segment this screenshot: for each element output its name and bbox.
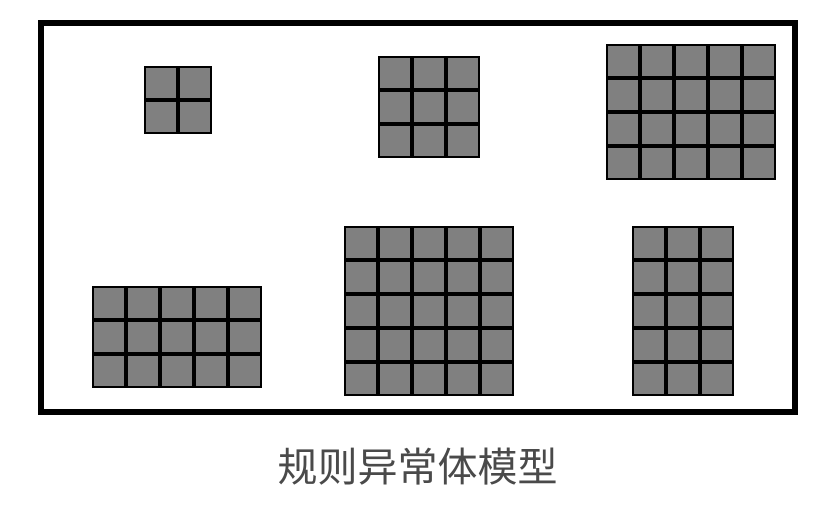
grid-cell [378, 56, 412, 90]
grid-cell [674, 112, 708, 146]
grid-cell [446, 294, 480, 328]
grid-cell [666, 226, 700, 260]
grid-cell [126, 320, 160, 354]
grid-cell [194, 286, 228, 320]
grid-5x3 [92, 286, 262, 388]
grid-cell [666, 328, 700, 362]
grid-cell [378, 362, 412, 396]
diagram-caption: 规则异常体模型 [278, 435, 558, 493]
diagram-frame [38, 20, 798, 415]
grid-cell [412, 56, 446, 90]
grid-cell [700, 226, 734, 260]
grid-cell [632, 294, 666, 328]
grid-2x2 [144, 66, 212, 134]
grid-cell [632, 260, 666, 294]
grid-cell [700, 328, 734, 362]
grid-cell [674, 78, 708, 112]
grid-cell [378, 124, 412, 158]
grid-cell [344, 294, 378, 328]
grid-cell [742, 78, 776, 112]
grid-cell [92, 354, 126, 388]
grid-cell [640, 44, 674, 78]
grid-5x4 [606, 44, 776, 180]
grid-cell [700, 294, 734, 328]
grid-cell [700, 260, 734, 294]
grid-cell [666, 294, 700, 328]
grid-cell [708, 112, 742, 146]
grid-cell [480, 362, 514, 396]
grid-cell [126, 286, 160, 320]
grid-cell [412, 90, 446, 124]
grid-cell [480, 260, 514, 294]
grid-cell [378, 328, 412, 362]
grid-cell [480, 294, 514, 328]
grid-cell [700, 362, 734, 396]
grid-cell [412, 260, 446, 294]
grid-cell [480, 328, 514, 362]
grid-cell [446, 56, 480, 90]
grid-cell [632, 328, 666, 362]
grid-cell [412, 124, 446, 158]
grid-cell [160, 286, 194, 320]
grid-cell [446, 362, 480, 396]
grid-cell [194, 320, 228, 354]
grid-cell [674, 146, 708, 180]
grid-cell [446, 124, 480, 158]
grid-cell [160, 320, 194, 354]
grid-cell [708, 146, 742, 180]
grid-cell [228, 320, 262, 354]
grid-cell [412, 226, 446, 260]
grid-cell [144, 100, 178, 134]
grid-cell [92, 320, 126, 354]
grid-cell [742, 44, 776, 78]
grid-3x3 [378, 56, 480, 158]
grid-cell [412, 328, 446, 362]
grid-cell [674, 44, 708, 78]
grid-cell [480, 226, 514, 260]
grid-cell [378, 90, 412, 124]
grid-cell [160, 354, 194, 388]
grid-cell [92, 286, 126, 320]
grid-cell [344, 362, 378, 396]
grid-cell [178, 66, 212, 100]
grid-cell [446, 328, 480, 362]
grid-cell [632, 226, 666, 260]
grid-cell [378, 226, 412, 260]
grid-cell [606, 112, 640, 146]
grid-cell [708, 44, 742, 78]
grid-cell [666, 260, 700, 294]
grid-cell [344, 260, 378, 294]
grid-cell [178, 100, 212, 134]
grid-cell [378, 294, 412, 328]
grid-cell [606, 78, 640, 112]
grid-cell [446, 90, 480, 124]
grid-cell [446, 226, 480, 260]
grid-cell [412, 294, 446, 328]
grid-5x5 [344, 226, 514, 396]
grid-3x5 [632, 226, 734, 396]
grid-cell [640, 78, 674, 112]
grid-cell [708, 78, 742, 112]
grid-cell [378, 260, 412, 294]
grid-cell [666, 362, 700, 396]
grid-cell [640, 112, 674, 146]
grid-cell [194, 354, 228, 388]
grid-cell [742, 112, 776, 146]
grid-cell [412, 362, 446, 396]
grid-cell [640, 146, 674, 180]
grid-cell [144, 66, 178, 100]
grid-cell [228, 354, 262, 388]
grid-cell [126, 354, 160, 388]
grid-cell [606, 44, 640, 78]
grid-cell [606, 146, 640, 180]
grid-cell [446, 260, 480, 294]
grid-cell [344, 226, 378, 260]
grid-cell [632, 362, 666, 396]
grid-cell [228, 286, 262, 320]
grid-cell [742, 146, 776, 180]
grid-cell [344, 328, 378, 362]
